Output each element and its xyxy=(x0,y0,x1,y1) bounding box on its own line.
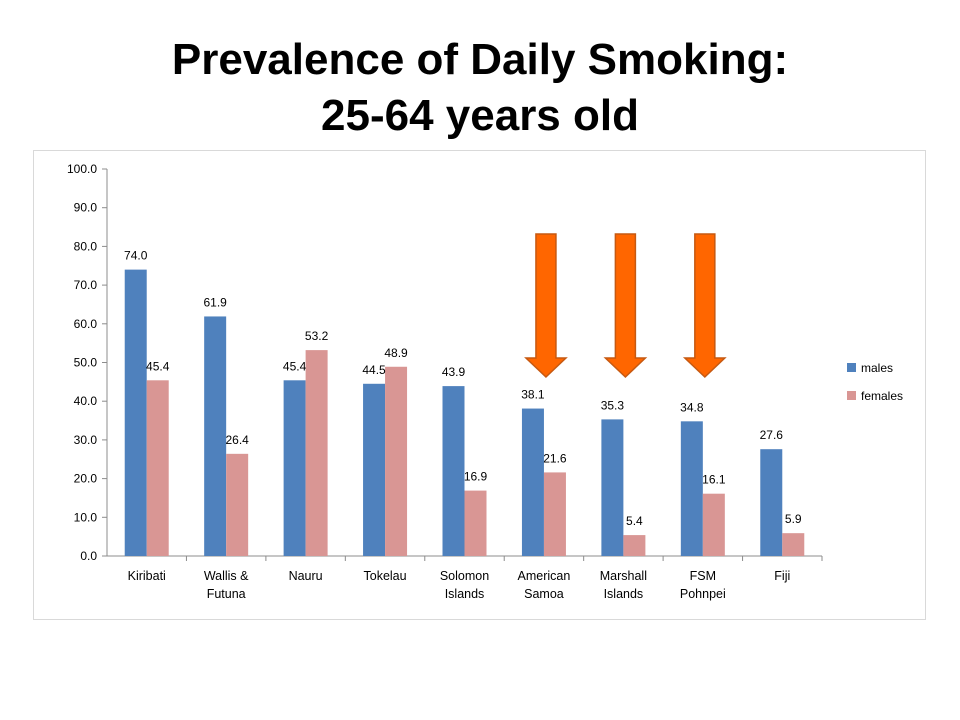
x-tick-label: Nauru xyxy=(289,569,323,583)
x-tick-label: Islands xyxy=(445,587,485,601)
bar-females xyxy=(146,380,169,556)
bar-females xyxy=(464,490,487,556)
data-label-males: 35.3 xyxy=(601,398,625,412)
highlight-arrow-icon xyxy=(524,233,568,379)
legend-label-females: females xyxy=(861,389,903,403)
data-label-females: 5.9 xyxy=(785,512,802,526)
bar-females xyxy=(702,493,725,556)
data-label-females: 48.9 xyxy=(384,346,408,360)
bar-males xyxy=(363,383,386,556)
bar-females xyxy=(385,366,408,556)
bar-males xyxy=(204,316,227,556)
bar-females xyxy=(623,535,646,556)
data-label-males: 74.0 xyxy=(124,249,148,263)
data-label-males: 27.6 xyxy=(760,428,784,442)
legend-label-males: males xyxy=(861,361,893,375)
y-tick-label: 30.0 xyxy=(74,433,98,447)
y-tick-label: 50.0 xyxy=(74,356,98,370)
bar-females xyxy=(782,533,805,556)
x-tick-label: Pohnpei xyxy=(680,587,726,601)
legend-swatch-females xyxy=(847,391,856,400)
data-label-females: 16.9 xyxy=(464,470,488,484)
bar-males xyxy=(760,449,783,556)
highlight-arrow-icon xyxy=(603,233,648,379)
x-tick-label: Islands xyxy=(604,587,644,601)
x-tick-label: Futuna xyxy=(207,587,246,601)
data-label-females: 53.2 xyxy=(305,329,329,343)
bar-chart: 0.0 10.0 20.0 30.0 40.0 50.0 60.0 70.0 80.0 90.0 1… xyxy=(67,162,903,601)
bar-males xyxy=(442,386,465,556)
data-label-males: 43.9 xyxy=(442,365,466,379)
x-tick-label: Kiribati xyxy=(128,569,166,583)
x-tick-label: American xyxy=(518,569,571,583)
bar-females xyxy=(543,472,566,556)
data-label-males: 38.1 xyxy=(521,388,545,402)
legend-swatch-males xyxy=(847,363,856,372)
y-tick-label: 60.0 xyxy=(74,317,98,331)
chart-frame: 0.0 10.0 20.0 30.0 40.0 50.0 60.0 70.0 80.0 90.0 1… xyxy=(33,150,926,620)
data-label-males: 61.9 xyxy=(203,295,227,309)
x-tick-label: Marshall xyxy=(600,569,647,583)
bar-males xyxy=(521,408,544,556)
y-tick-label: 100.0 xyxy=(67,162,97,176)
y-tick-label: 80.0 xyxy=(74,239,98,253)
x-tick-label: Fiji xyxy=(774,569,790,583)
y-tick-label: 70.0 xyxy=(74,278,98,292)
x-tick-label: Wallis & xyxy=(204,569,249,583)
data-label-males: 45.4 xyxy=(283,359,307,373)
data-label-females: 16.1 xyxy=(702,473,726,487)
y-tick-label: 90.0 xyxy=(74,201,98,215)
y-tick-label: 20.0 xyxy=(74,472,98,486)
y-tick-label: 40.0 xyxy=(74,394,98,408)
data-label-males: 34.8 xyxy=(680,400,704,414)
slide-title: Prevalence of Daily Smoking: 25-64 years… xyxy=(0,32,960,144)
highlight-arrow-icon xyxy=(682,233,727,379)
data-label-females: 5.4 xyxy=(626,514,643,528)
bar-males xyxy=(124,269,147,556)
bar-females xyxy=(305,350,328,556)
data-label-males: 44.5 xyxy=(362,363,386,377)
y-tick-label: 0.0 xyxy=(80,549,97,563)
bar-males xyxy=(283,380,306,556)
x-tick-label: Tokelau xyxy=(364,569,407,583)
data-label-females: 21.6 xyxy=(543,451,567,465)
slide-title-line-1: Prevalence of Daily Smoking: xyxy=(171,35,789,84)
x-tick-label: FSM xyxy=(690,569,716,583)
x-tick-label: Solomon xyxy=(440,569,489,583)
bar-females xyxy=(226,453,249,556)
slide-title-line-2: 25-64 years old xyxy=(321,91,639,140)
bar-males xyxy=(680,421,703,556)
x-tick-label: Samoa xyxy=(524,587,564,601)
y-tick-label: 10.0 xyxy=(74,510,98,524)
data-label-females: 45.4 xyxy=(146,359,170,373)
data-label-females: 26.4 xyxy=(225,433,249,447)
bar-males xyxy=(601,419,624,556)
